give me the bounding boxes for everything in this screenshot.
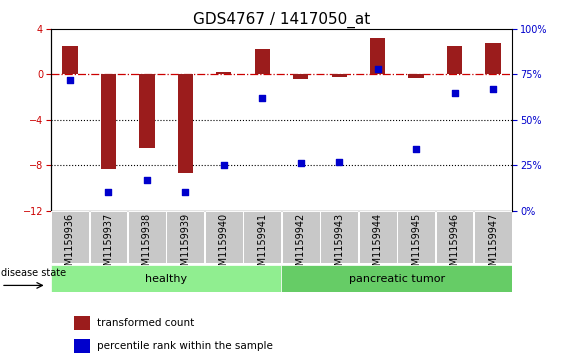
Bar xyxy=(139,74,154,148)
FancyBboxPatch shape xyxy=(282,211,320,263)
Bar xyxy=(216,72,231,74)
Bar xyxy=(408,74,424,78)
FancyBboxPatch shape xyxy=(90,211,127,263)
Text: GSM1159936: GSM1159936 xyxy=(65,213,75,278)
Bar xyxy=(370,38,385,74)
Bar xyxy=(332,74,347,77)
FancyBboxPatch shape xyxy=(167,211,204,263)
Text: GSM1159945: GSM1159945 xyxy=(411,213,421,278)
Text: GSM1159940: GSM1159940 xyxy=(219,213,229,278)
FancyBboxPatch shape xyxy=(243,211,281,263)
Text: GSM1159937: GSM1159937 xyxy=(104,213,113,278)
Point xyxy=(489,86,498,92)
Bar xyxy=(447,46,462,74)
Bar xyxy=(51,265,282,292)
Title: GDS4767 / 1417050_at: GDS4767 / 1417050_at xyxy=(193,12,370,28)
Text: GSM1159943: GSM1159943 xyxy=(334,213,344,278)
Point xyxy=(412,146,421,152)
Text: GSM1159939: GSM1159939 xyxy=(180,213,190,278)
Text: healthy: healthy xyxy=(145,274,187,284)
Bar xyxy=(254,49,270,74)
Text: GSM1159946: GSM1159946 xyxy=(450,213,459,278)
Point xyxy=(373,66,382,72)
Point xyxy=(296,160,305,166)
Text: pancreatic tumor: pancreatic tumor xyxy=(349,274,445,284)
Bar xyxy=(293,74,309,79)
Point xyxy=(334,159,343,164)
Text: percentile rank within the sample: percentile rank within the sample xyxy=(97,341,272,351)
Text: transformed count: transformed count xyxy=(97,318,194,328)
FancyBboxPatch shape xyxy=(320,211,358,263)
Point xyxy=(258,95,267,101)
Text: GSM1159938: GSM1159938 xyxy=(142,213,152,278)
Text: GSM1159947: GSM1159947 xyxy=(488,213,498,278)
Point xyxy=(450,90,459,95)
FancyBboxPatch shape xyxy=(51,211,89,263)
Bar xyxy=(485,43,501,74)
Bar xyxy=(74,339,90,353)
Bar xyxy=(177,74,193,173)
Point xyxy=(65,77,74,83)
Bar xyxy=(62,46,78,74)
Text: GSM1159942: GSM1159942 xyxy=(296,213,306,278)
Point xyxy=(219,162,229,168)
Bar xyxy=(282,265,512,292)
FancyBboxPatch shape xyxy=(205,211,243,263)
Point xyxy=(142,177,151,183)
FancyBboxPatch shape xyxy=(474,211,512,263)
Bar xyxy=(101,74,116,168)
Point xyxy=(181,189,190,195)
Text: disease state: disease state xyxy=(1,268,66,278)
Point xyxy=(104,189,113,195)
FancyBboxPatch shape xyxy=(128,211,166,263)
Text: GSM1159941: GSM1159941 xyxy=(257,213,267,278)
FancyBboxPatch shape xyxy=(397,211,435,263)
Text: GSM1159944: GSM1159944 xyxy=(373,213,383,278)
FancyBboxPatch shape xyxy=(436,211,473,263)
Bar xyxy=(74,316,90,330)
FancyBboxPatch shape xyxy=(359,211,396,263)
